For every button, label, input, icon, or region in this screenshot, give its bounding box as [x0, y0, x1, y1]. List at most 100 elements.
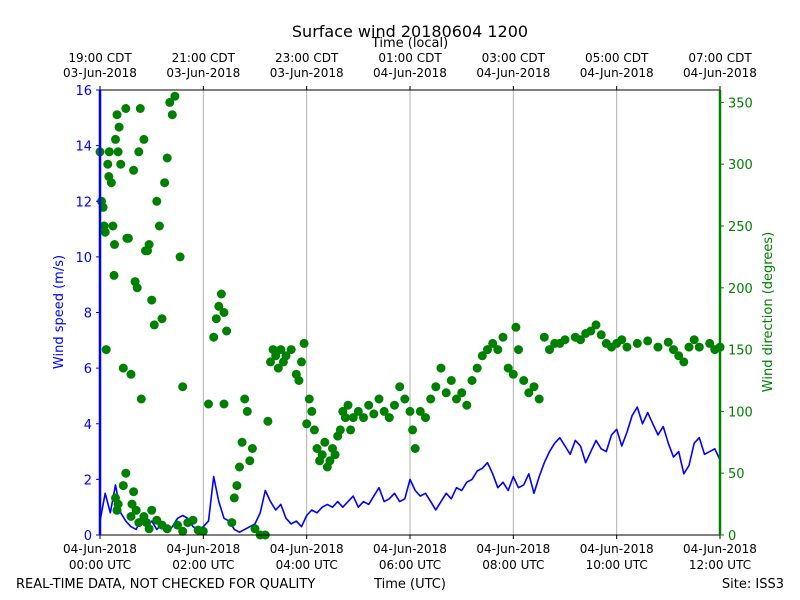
wind-direction-point — [121, 468, 131, 478]
wind-direction-point — [622, 342, 632, 352]
wind-direction-point — [245, 456, 255, 466]
wind-direction-point — [144, 524, 154, 534]
wind-direction-point — [116, 159, 126, 169]
left-tick-label: 8 — [84, 307, 92, 322]
wind-direction-point — [211, 314, 221, 324]
wind-direction-point — [178, 526, 188, 536]
wind-direction-point — [508, 369, 518, 379]
wind-speed-series — [99, 406, 721, 534]
x-tick-label-time: 08:00 UTC — [482, 558, 544, 572]
wind-direction-point — [302, 419, 312, 429]
wind-direction-point — [694, 342, 704, 352]
wind-direction-point — [188, 515, 198, 525]
wind-direction-point — [330, 450, 340, 460]
wind-direction-point — [348, 413, 358, 423]
wind-direction-point — [229, 493, 239, 503]
wind-direction-point — [112, 110, 122, 120]
wind-direction-point — [617, 335, 627, 345]
x-tick-label-date: 04-Jun-2018 — [683, 542, 757, 556]
wind-direction-point — [227, 518, 237, 528]
top-tick-label-time: 05:00 CDT — [585, 51, 649, 65]
wind-direction-point — [147, 295, 157, 305]
left-axis-label: Wind speed (m/s) — [52, 255, 67, 369]
top-tick-label-time: 03:00 CDT — [482, 51, 546, 65]
wind-direction-point — [545, 345, 554, 355]
wind-direction-point — [149, 320, 159, 330]
top-tick-label-time: 01:00 CDT — [378, 51, 442, 65]
wind-direction-point — [162, 524, 172, 534]
right-tick-label: 250 — [728, 220, 753, 235]
top-tick-label-date: 03-Jun-2018 — [270, 66, 344, 80]
wind-direction-point — [415, 406, 425, 416]
right-tick-label: 100 — [728, 405, 753, 420]
wind-direction-point — [653, 342, 663, 352]
wind-direction-point — [498, 332, 508, 342]
x-tick-label-date: 04-Jun-2018 — [63, 542, 137, 556]
wind-direction-point — [219, 399, 229, 409]
x-tick-label-time: 10:00 UTC — [586, 558, 648, 572]
wind-direction-point — [514, 345, 523, 355]
wind-direction-point — [129, 165, 139, 175]
wind-direction-point — [309, 425, 319, 435]
wind-direction-point — [271, 351, 281, 361]
wind-direction-point — [359, 413, 368, 423]
wind-direction-point — [503, 363, 513, 373]
wind-direction-point — [114, 122, 124, 132]
wind-direction-point — [247, 444, 257, 453]
wind-direction-point — [493, 345, 503, 355]
x-tick-label-time: 12:00 UTC — [689, 558, 751, 572]
footer-site: Site: ISS3 — [722, 577, 784, 592]
wind-direction-point — [364, 400, 374, 410]
top-tick-label-date: 04-Jun-2018 — [373, 66, 447, 80]
wind-direction-point — [663, 337, 673, 347]
wind-direction-point — [320, 437, 330, 447]
wind-direction-point — [674, 351, 684, 361]
top-tick-label-time: 19:00 CDT — [68, 51, 132, 65]
wind-direction-point — [483, 345, 492, 355]
top-tick-label-date: 04-Jun-2018 — [683, 66, 757, 80]
wind-direction-point — [369, 409, 379, 419]
wind-direction-point — [121, 104, 131, 113]
wind-direction-point — [591, 320, 601, 330]
wind-direction-point — [384, 413, 394, 423]
wind-direction-point — [240, 394, 250, 404]
wind-direction-point — [340, 413, 350, 423]
right-tick-label: 350 — [728, 96, 753, 111]
wind-direction-point — [198, 526, 208, 536]
x-tick-label-date: 04-Jun-2018 — [373, 542, 447, 556]
wind-direction-point — [118, 363, 128, 373]
wind-direction-point — [539, 332, 549, 342]
wind-direction-point — [705, 338, 715, 348]
wind-direction-point — [395, 382, 405, 392]
left-tick-label: 10 — [75, 251, 92, 266]
wind-direction-point — [446, 376, 456, 385]
wind-direction-point — [472, 363, 482, 373]
left-tick-label: 2 — [84, 473, 92, 488]
wind-direction-point — [123, 233, 133, 243]
axes-ticks: 04-Jun-2018 00:00 UTC 04-Jun-2018 02:00 UTC… — [63, 51, 757, 572]
left-tick-label: 6 — [84, 362, 92, 377]
wind-direction-point — [576, 335, 585, 345]
wind-direction-point — [374, 394, 384, 404]
wind-direction-point — [304, 394, 314, 404]
wind-direction-point — [519, 376, 529, 385]
x-tick-label-date: 04-Jun-2018 — [166, 542, 240, 556]
wind-direction-point — [534, 394, 544, 404]
wind-direction-point — [219, 308, 229, 317]
wind-direction-point — [103, 159, 113, 169]
wind-direction-point — [110, 240, 119, 249]
wind-direction-point — [167, 110, 177, 120]
left-tick-label: 4 — [84, 418, 92, 433]
wind-direction-point — [431, 382, 441, 392]
wind-direction-point — [154, 221, 164, 231]
wind-direction-point — [242, 406, 252, 416]
wind-direction-point — [129, 487, 139, 497]
x-tick-label-time: 04:00 UTC — [276, 558, 338, 572]
wind-direction-point — [307, 406, 317, 416]
wind-direction-point — [106, 178, 116, 188]
wind-direction-point — [100, 227, 110, 237]
wind-direction-point — [152, 196, 162, 206]
wind-direction-point — [109, 270, 119, 280]
wind-direction-point — [132, 283, 142, 293]
top-tick-label-date: 03-Jun-2018 — [166, 66, 240, 80]
